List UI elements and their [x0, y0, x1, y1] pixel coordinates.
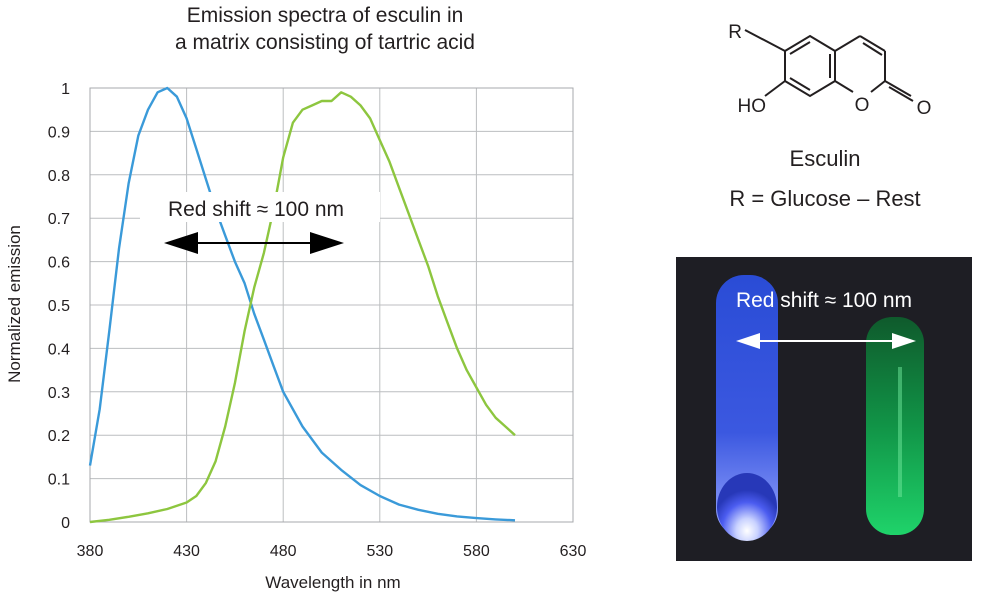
esculin-structure: R HO O O [728, 22, 932, 119]
series-line-2 [89, 91, 516, 524]
plot-border [89, 87, 574, 523]
x-tick-label: 480 [270, 543, 297, 560]
y-tick-label: 0.6 [48, 255, 70, 272]
photo-shift-arrow [736, 333, 916, 349]
atom-o-carbonyl: O [917, 98, 932, 119]
chart-series [88, 86, 516, 524]
x-tick-label: 430 [173, 543, 200, 560]
y-tick-label: 0.1 [48, 472, 70, 489]
atom-r: R [728, 22, 742, 43]
y-tick-label: 0.5 [48, 298, 70, 315]
r-group-definition: R = Glucose – Rest [729, 186, 921, 211]
y-axis-label: Normalized emission [5, 225, 24, 383]
x-axis-label: Wavelength in nm [265, 573, 400, 592]
chart-title-line-2: a matrix consisting of tartric acid [175, 31, 475, 54]
x-tick-label: 530 [366, 543, 393, 560]
y-tick-label: 1 [61, 81, 70, 98]
emission-chart: 380 430 480 530 580 630 0 0.1 0.2 0.3 0.4 0.5 0.6 0.… [5, 81, 587, 592]
atom-o-ring: O [855, 95, 870, 116]
fluorescence-photo: Red shift ≈ 100 nm [676, 257, 972, 561]
x-tick-label: 380 [77, 543, 104, 560]
chart-grid [89, 87, 574, 523]
chart-title-line-1: Emission spectra of esculin in [186, 4, 464, 27]
chart-title: Emission spectra of esculin in a matrix … [90, 2, 560, 56]
atom-ho: HO [738, 96, 767, 117]
y-tick-label: 0.2 [48, 428, 70, 445]
benzene-ring [784, 34, 836, 98]
y-tick-labels: 0 0.1 0.2 0.3 0.4 0.5 0.6 0.7 0.8 0.9 1 [48, 81, 70, 532]
x-tick-label: 580 [463, 543, 490, 560]
green-test-tube [866, 317, 924, 535]
photo-caption: Red shift ≈ 100 nm [736, 289, 912, 312]
y-tick-label: 0.4 [48, 341, 70, 358]
y-tick-label: 0 [61, 515, 70, 532]
annotation-background [140, 192, 380, 222]
y-tick-label: 0.7 [48, 211, 70, 228]
y-tick-label: 0.3 [48, 385, 70, 402]
chart-frame [89, 87, 574, 523]
y-tick-label: 0.9 [48, 124, 70, 141]
y-tick-label: 0.8 [48, 168, 70, 185]
series-line-1 [88, 86, 516, 522]
compound-name: Esculin [789, 146, 861, 171]
red-shift-arrow [164, 232, 344, 254]
x-tick-label: 630 [560, 543, 587, 560]
chart-annotation: Red shift ≈ 100 nm [168, 198, 344, 221]
x-tick-labels: 380 430 480 530 580 630 [77, 543, 587, 560]
